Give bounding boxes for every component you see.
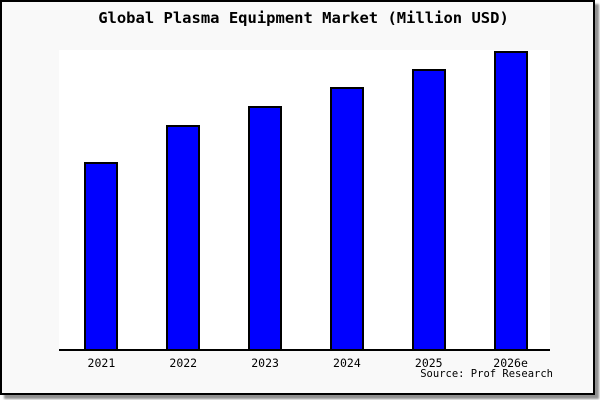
plot-area [59,50,550,351]
x-tick-label-2025: 2025 [414,356,443,370]
x-tick-label-2024: 2024 [333,356,361,370]
bar-2023 [248,105,283,349]
chart-title: Global Plasma Equipment Market (Million … [98,9,509,27]
x-tick-label-2022: 2022 [169,356,198,370]
x-tick-label-2023: 2023 [251,356,279,370]
bar-2024 [329,86,364,349]
bar-2022 [166,124,201,349]
chart-figure: Global Plasma Equipment Market (Million … [0,0,595,395]
x-tick-label-2026e: 2026e [493,356,528,370]
bar-2025 [411,68,446,349]
bar-2026e [493,51,528,349]
bar-2021 [84,161,119,349]
x-tick-label-2021: 2021 [87,356,116,370]
source-credit: Source: Prof Research [420,368,553,380]
